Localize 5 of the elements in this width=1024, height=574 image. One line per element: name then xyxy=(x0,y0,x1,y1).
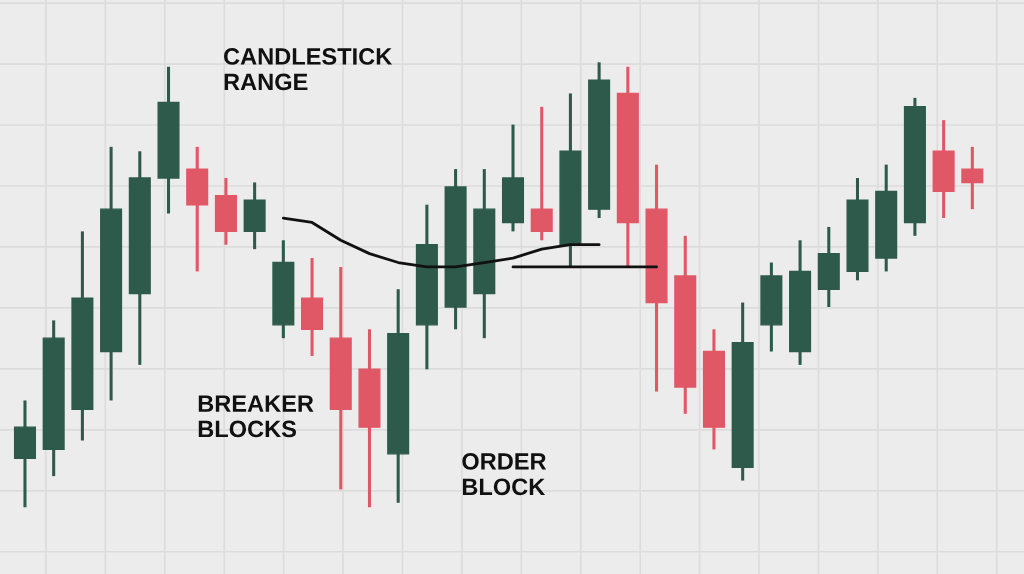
annotation: BREAKER BLOCKS xyxy=(198,395,314,438)
annotation: CANDLESTICK RANGE xyxy=(224,48,393,91)
candlestick xyxy=(961,145,984,211)
candlestick xyxy=(530,105,553,241)
annotation: ORDER BLOCK xyxy=(462,453,547,496)
